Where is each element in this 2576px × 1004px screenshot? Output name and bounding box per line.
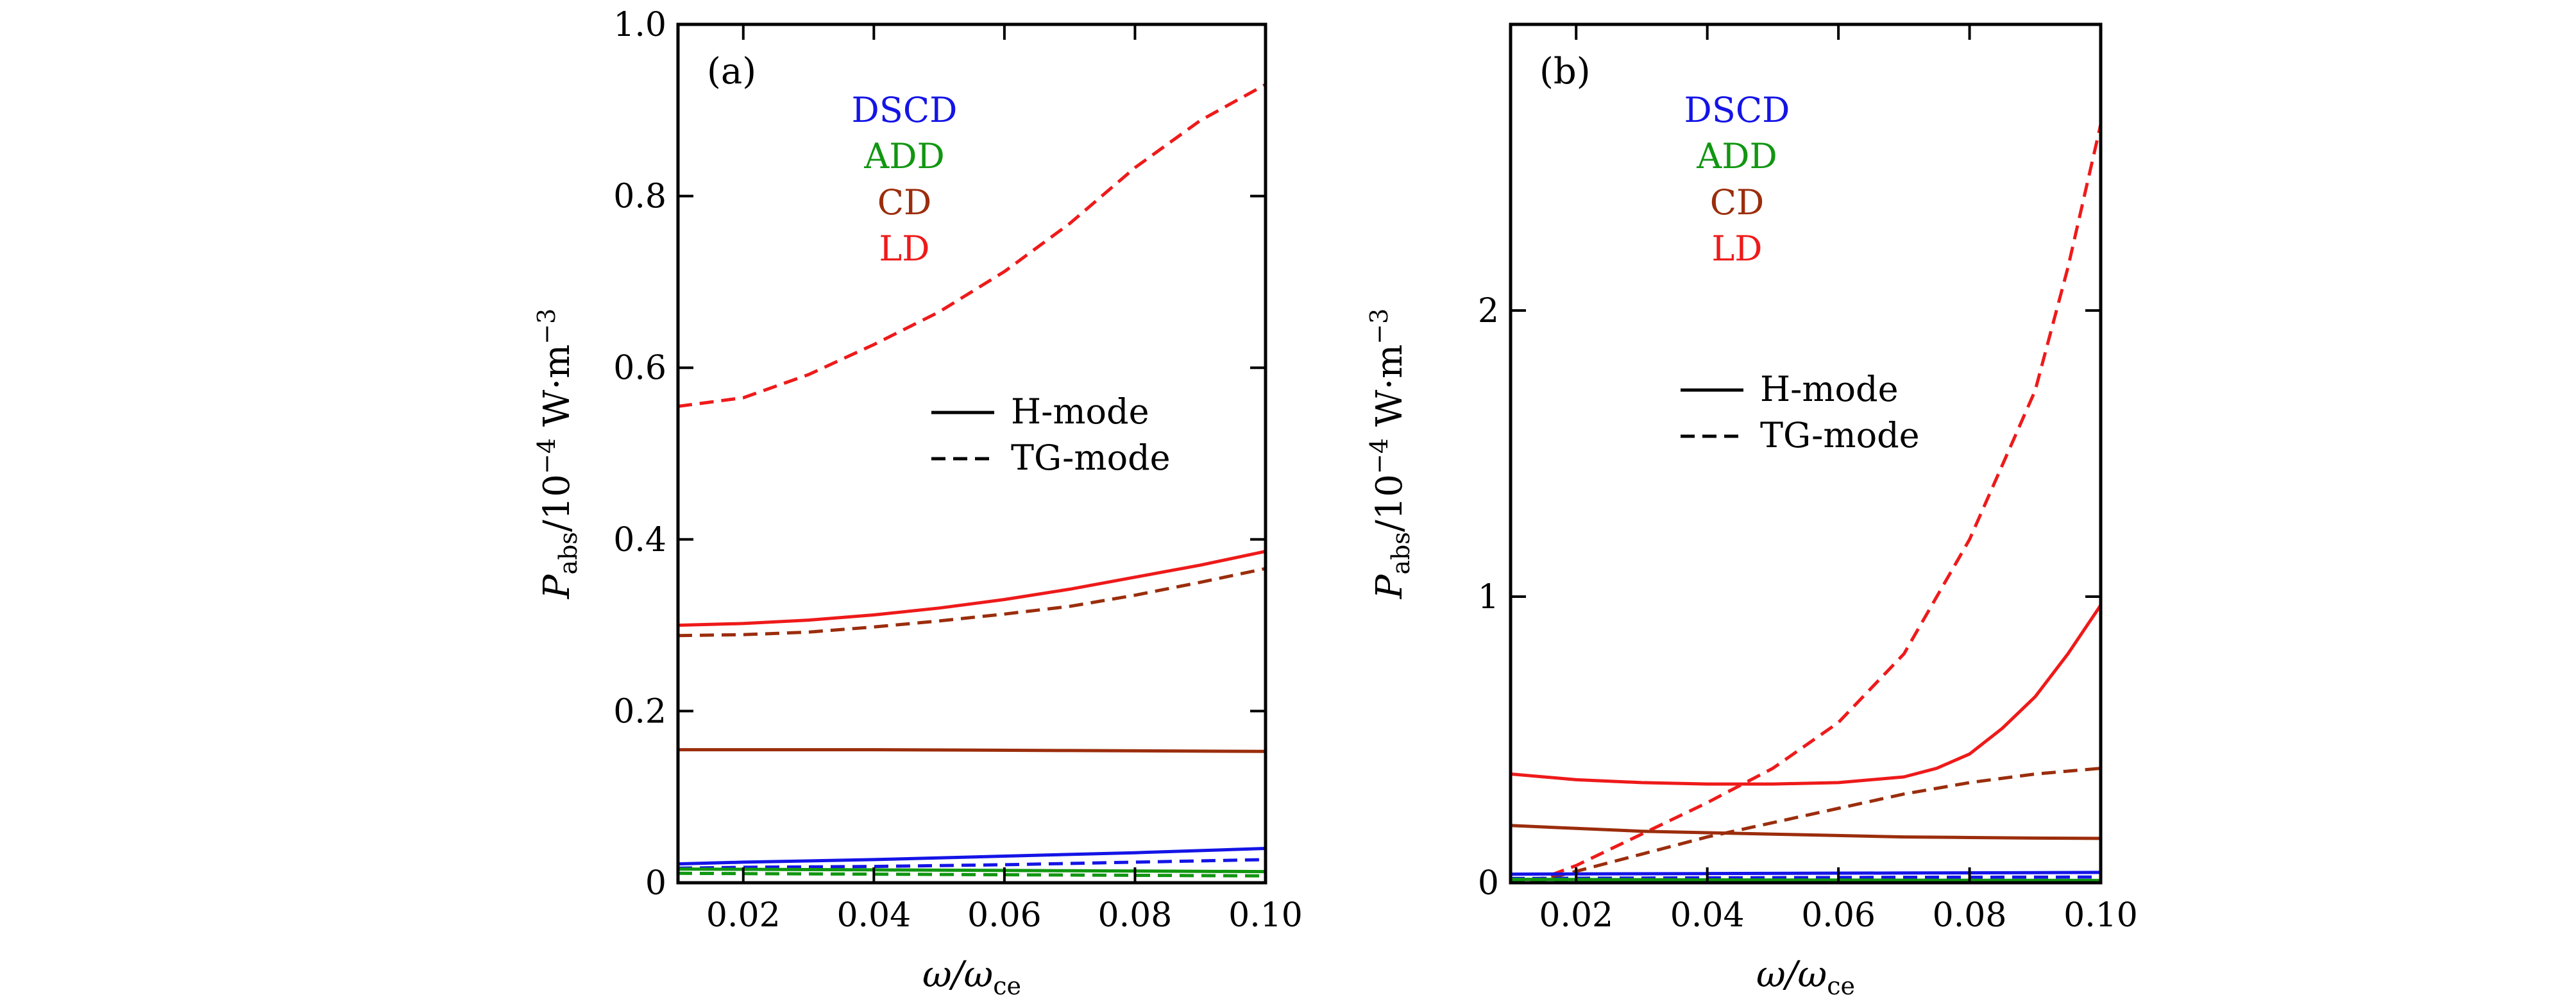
x-tick-label: 0.06 <box>1801 896 1876 935</box>
x-tick-label: 0.04 <box>1670 896 1745 935</box>
series-ld-h-mode <box>1511 604 2101 786</box>
y-tick-label: 0.4 <box>613 521 666 559</box>
x-tick-label: 0.06 <box>967 896 1042 935</box>
legend-entry-ld: LD <box>1711 228 1762 269</box>
legend-entry-add: ADD <box>863 136 945 176</box>
series-ld-tg-mode <box>678 83 1266 408</box>
x-tick-label: 0.02 <box>706 896 781 935</box>
legend-entry-cd: CD <box>1710 182 1765 223</box>
series-dscd-h-mode <box>1511 871 2101 876</box>
plot-frame <box>676 22 1267 885</box>
series-group <box>678 83 1266 878</box>
panel-a: 0.02 0.04 0.06 0.08 0.10 0 0.2 0.4 0.6 0.8 1.0 (a) D… <box>532 6 1303 1000</box>
legend-entry-dscd: DSCD <box>852 90 958 130</box>
series-cd-tg-mode <box>678 566 1266 638</box>
series-ld-h-mode <box>678 550 1266 627</box>
x-tick-label: 0.10 <box>1228 896 1303 935</box>
y-tick-label: 0.2 <box>613 692 666 731</box>
y-tick-label: 0.6 <box>613 349 666 387</box>
y-tick-label: 2 <box>1478 292 1499 330</box>
legend-label-h-mode: H-mode <box>1011 391 1149 432</box>
style-legend: H-mode TG-mode <box>931 391 1171 478</box>
legend-label-h-mode: H-mode <box>1760 369 1899 409</box>
x-tick-label: 0.02 <box>1539 896 1613 935</box>
style-legend: H-mode TG-mode <box>1681 369 1920 455</box>
legend-label-tg-mode: TG-mode <box>1760 415 1920 455</box>
legend-entry-add: ADD <box>1696 136 1777 176</box>
legend-entry-ld: LD <box>879 228 929 269</box>
x-axis-title: ω/ωce <box>922 954 1021 1000</box>
x-tick-label: 0.08 <box>1098 896 1173 935</box>
series-add-tg-mode <box>678 871 1266 878</box>
series-group <box>1511 124 2101 883</box>
y-tick-label: 0.8 <box>613 178 666 216</box>
series-ld-tg-mode <box>1529 124 2101 883</box>
series-cd-tg-mode <box>1530 767 2101 883</box>
y-axis-title: Pabs/10−4 W·m−3 <box>532 309 582 600</box>
series-cd-h-mode <box>1511 824 2101 840</box>
color-legend: DSCD ADD CD LD <box>1684 90 1790 269</box>
legend-entry-cd: CD <box>877 182 932 223</box>
legend-entry-dscd: DSCD <box>1684 90 1790 130</box>
y-tick-label: 0 <box>1478 864 1499 903</box>
y-axis-title: Pabs/10−4 W·m−3 <box>1365 309 1415 600</box>
legend-label-tg-mode: TG-mode <box>1011 438 1171 478</box>
series-cd-h-mode <box>678 748 1266 753</box>
color-legend: DSCD ADD CD LD <box>852 90 958 269</box>
panel-label: (a) <box>707 51 756 92</box>
series-add-h-mode <box>678 867 1266 874</box>
panel-b: 0.02 0.04 0.06 0.08 0.10 0 1 2 (b) DSCD ADD CD LD H-m… <box>1365 22 2138 1000</box>
x-tick-label: 0.08 <box>1933 896 2007 935</box>
x-tick-label: 0.04 <box>836 896 911 935</box>
y-tick-label: 0 <box>645 864 666 903</box>
x-tick-label: 0.10 <box>2063 896 2138 935</box>
y-tick-label: 1.0 <box>613 6 666 44</box>
panel-label: (b) <box>1539 51 1591 92</box>
x-axis-title: ω/ωce <box>1756 954 1855 1000</box>
plot-frame <box>1509 22 2103 885</box>
y-tick-label: 1 <box>1478 578 1499 617</box>
series-dscd-h-mode <box>678 847 1266 866</box>
series-dscd-tg-mode <box>678 858 1266 870</box>
